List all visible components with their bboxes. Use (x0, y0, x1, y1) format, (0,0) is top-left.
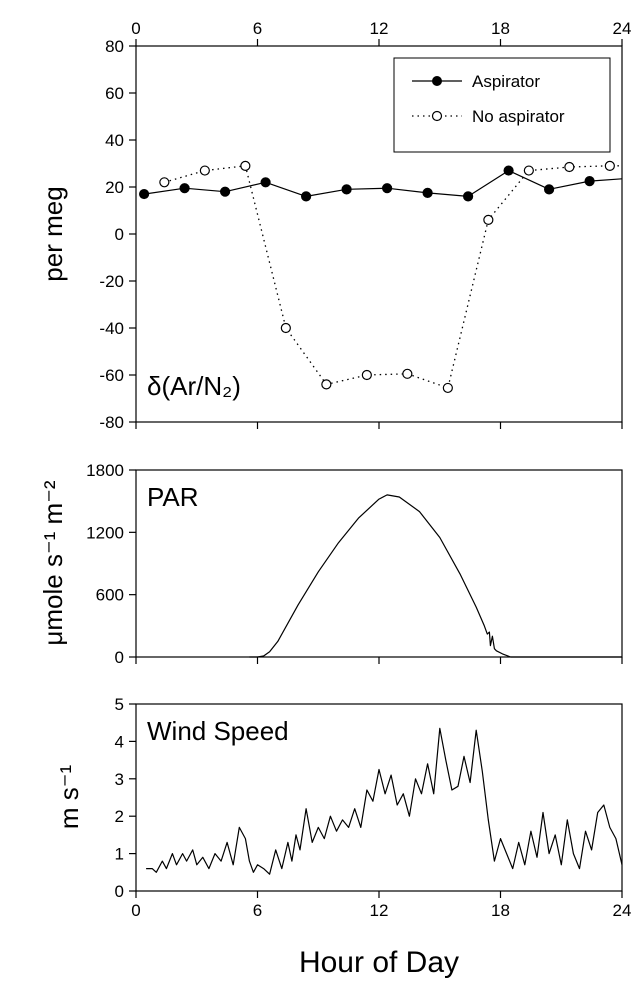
y-tick-label: 600 (96, 586, 124, 605)
y-tick-label: 0 (115, 225, 124, 244)
x-top-tick-label: 0 (131, 19, 140, 38)
y-tick-label: 1 (115, 845, 124, 864)
data-point-no-aspirator (402, 368, 413, 379)
y-tick-label: 60 (105, 84, 124, 103)
y-tick-label: 5 (115, 695, 124, 714)
data-point-no-aspirator (280, 322, 291, 334)
x-top-tick-label: 18 (491, 19, 510, 38)
y-tick-label: -80 (99, 413, 124, 432)
data-point-aspirator (179, 183, 190, 194)
series-layer (146, 727, 623, 875)
legend-label-no-aspirator: No aspirator (472, 107, 565, 126)
data-point-no-aspirator (523, 165, 534, 176)
data-point-aspirator (543, 184, 555, 195)
data-point-aspirator (260, 177, 271, 188)
y-tick-label: 20 (105, 178, 124, 197)
legend-swatch-aspirator-marker (432, 76, 442, 86)
data-point-aspirator (463, 191, 474, 202)
data-point-aspirator (341, 184, 352, 195)
x-axis-ticks-top: 0 6 12 18 24 (131, 19, 631, 46)
y-tick-label: 0 (115, 648, 124, 667)
data-point-aspirator (139, 188, 150, 200)
x-axis-ticks-bottom (135, 657, 623, 664)
data-point-no-aspirator (240, 160, 251, 171)
y-tick-label: -20 (99, 272, 124, 291)
x-axis-ticks-bottom: 0 6 12 18 24 (131, 891, 631, 920)
y-axis-ticks: 0 600 1200 1800 (86, 461, 136, 667)
y-axis-title: per meg (38, 186, 68, 281)
data-point-no-aspirator (483, 214, 494, 225)
y-axis-ticks: -80 -60 -40 -20 0 20 40 60 80 (99, 37, 136, 432)
series-line-no-aspirator (164, 165, 622, 389)
x-tick-label: 24 (613, 901, 632, 920)
y-tick-label: 1800 (86, 461, 124, 480)
data-point-aspirator (301, 191, 312, 202)
y-tick-label: 40 (105, 131, 124, 150)
data-point-no-aspirator (604, 160, 615, 171)
y-tick-label: 80 (105, 37, 124, 56)
y-tick-label: -60 (99, 366, 124, 385)
data-point-aspirator (584, 176, 595, 187)
x-axis-title: Hour of Day (299, 946, 459, 979)
data-point-aspirator (220, 186, 231, 197)
panel-argon-nitrogen: -80 -60 -40 -20 0 20 40 60 80 0 6 12 18 24 per meg δ… (38, 19, 631, 432)
x-top-tick-label: 6 (253, 19, 262, 38)
panel-label: Wind Speed (147, 716, 289, 746)
series-line-panel-1 (249, 494, 622, 658)
panel-par: 0 600 1200 1800 μmole s⁻¹ m⁻² PAR (38, 461, 623, 667)
data-point-no-aspirator (361, 369, 372, 381)
data-point-no-aspirator (442, 382, 453, 394)
x-top-tick-label: 24 (613, 19, 632, 38)
legend-swatch-no-aspirator-marker (431, 110, 443, 122)
x-tick-label: 12 (370, 901, 389, 920)
y-tick-label: 4 (115, 732, 124, 751)
y-tick-label: 0 (115, 882, 124, 901)
x-tick-label: 0 (131, 901, 140, 920)
y-axis-title: μmole s⁻¹ m⁻² (38, 480, 68, 646)
data-point-no-aspirator (199, 165, 210, 176)
legend-box (393, 57, 611, 153)
series-line-panel-2 (146, 727, 623, 875)
legend: Aspirator No aspirator (393, 57, 611, 153)
panel-label: PAR (147, 482, 199, 512)
y-axis-title: m s⁻¹ (54, 765, 84, 830)
y-axis-ticks: 0 1 2 3 4 5 (115, 695, 136, 901)
y-tick-label: 3 (115, 770, 124, 789)
data-point-aspirator (503, 165, 514, 176)
x-axis-ticks-bottom (135, 422, 623, 429)
x-top-tick-label: 12 (370, 19, 389, 38)
series-layer (139, 160, 623, 394)
y-tick-label: 2 (115, 807, 124, 826)
plot-frame (135, 469, 623, 658)
series-layer (249, 494, 622, 658)
y-tick-label: -40 (99, 319, 124, 338)
x-tick-label: 18 (491, 901, 510, 920)
data-point-no-aspirator (564, 161, 575, 173)
data-point-aspirator (422, 187, 433, 198)
data-point-no-aspirator (159, 177, 170, 188)
legend-label-aspirator: Aspirator (472, 72, 540, 91)
panel-label: δ(Ar/N₂) (147, 371, 241, 401)
data-point-no-aspirator (321, 379, 332, 390)
x-tick-label: 6 (253, 901, 262, 920)
y-tick-label: 1200 (86, 523, 124, 542)
data-point-aspirator (382, 183, 393, 194)
